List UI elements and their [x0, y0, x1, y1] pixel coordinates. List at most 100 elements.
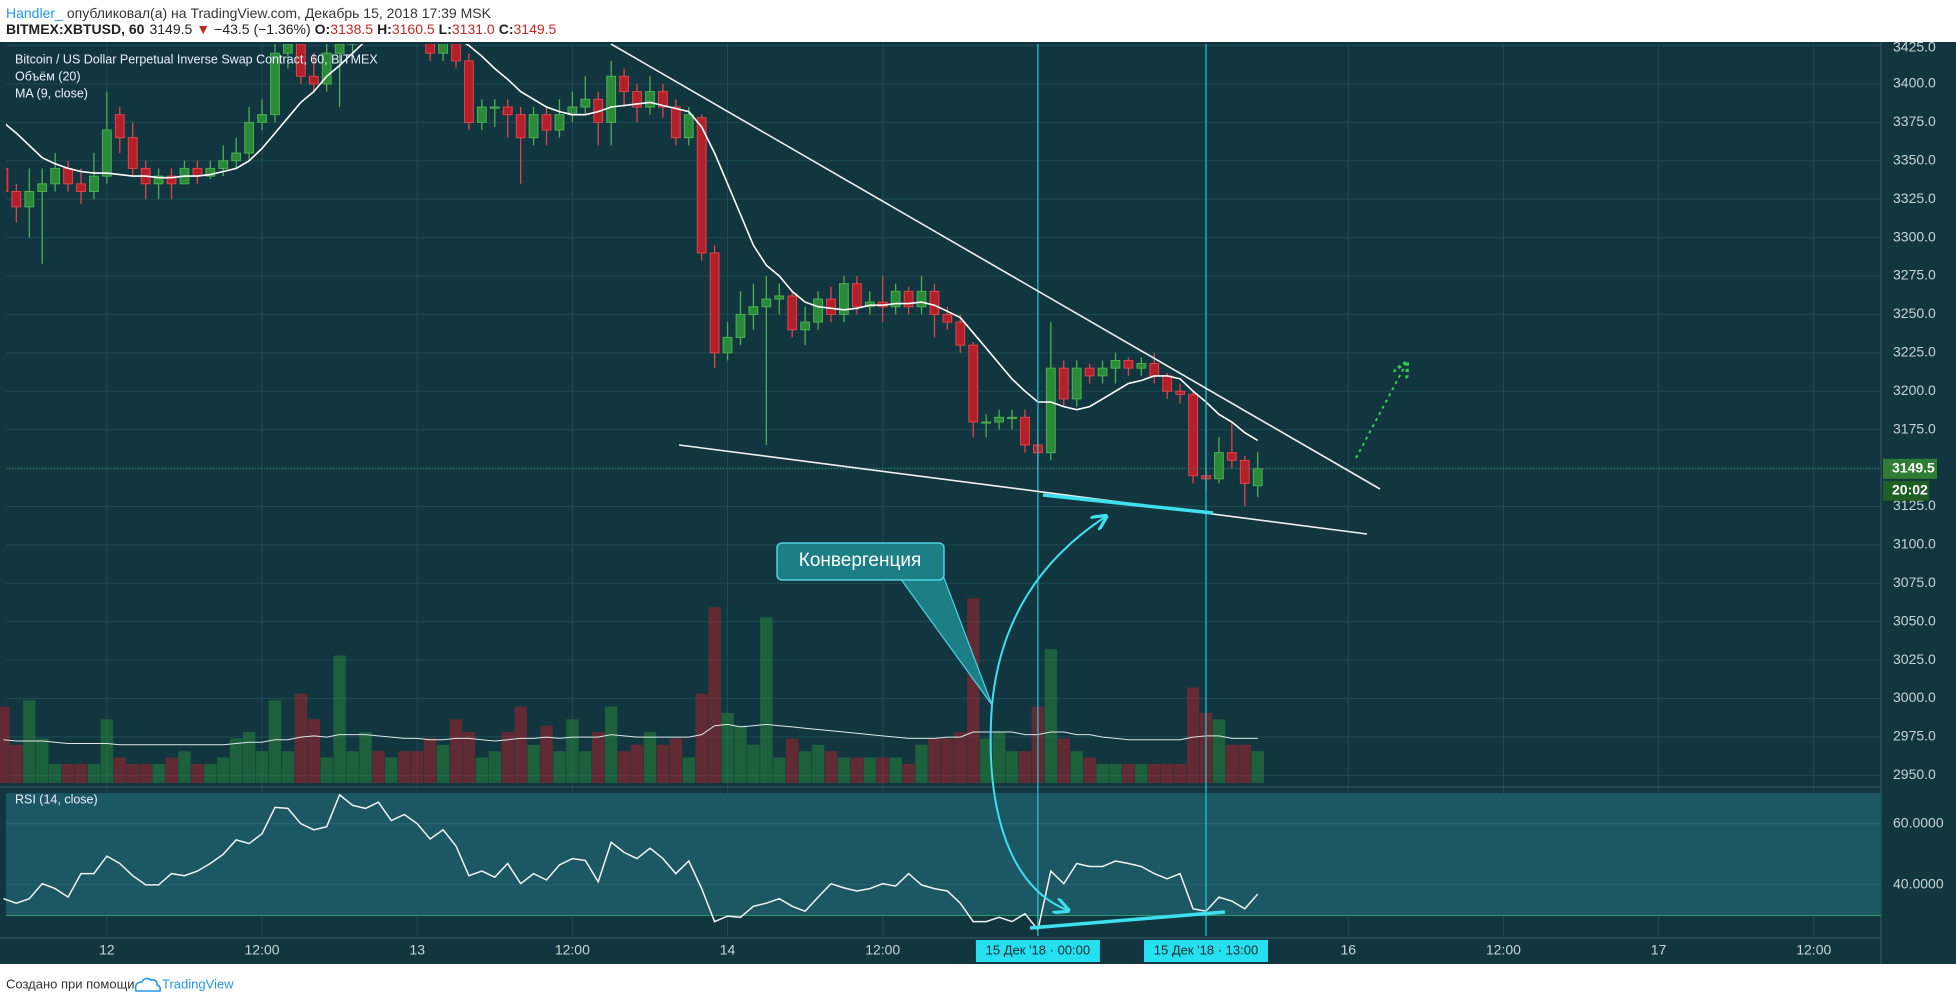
last-price-label: 3149.5: [1892, 460, 1935, 476]
candle-body: [916, 290, 927, 308]
volume-bar: [204, 763, 217, 783]
y-tick-label: 40.0000: [1893, 876, 1944, 892]
x-tick-label: 14: [720, 942, 736, 958]
candle-body: [774, 295, 785, 300]
ma-line: [6, 44, 1259, 442]
marker-label: 15 Дек '18 · 13:00: [1154, 942, 1258, 957]
volume-bar: [1018, 751, 1032, 783]
volume-bar: [488, 751, 501, 783]
volume-bar: [449, 719, 463, 783]
volume-bar: [1122, 763, 1135, 783]
volume-bar: [1005, 751, 1019, 783]
candle-body: [244, 121, 254, 154]
volume-bar: [1186, 687, 1200, 783]
candle-body: [1071, 367, 1082, 400]
volume-bar: [1070, 751, 1083, 783]
candle-body: [1020, 416, 1030, 446]
y-tick-label: 3000.0: [1893, 689, 1936, 705]
volume-bar: [281, 751, 295, 783]
volume-bar: [876, 757, 889, 783]
candle-body: [127, 137, 138, 169]
volume-bar: [255, 751, 269, 783]
y-tick-label: 60.0000: [1893, 814, 1944, 830]
volume-bar: [592, 732, 605, 783]
volume-bar: [0, 706, 10, 783]
c-label: C:: [499, 21, 514, 37]
chart-title: Bitcoin / US Dollar Perpetual Inverse Sw…: [15, 52, 378, 66]
candle-body: [645, 91, 655, 108]
volume-bar: [320, 757, 333, 783]
logo-icon: [134, 977, 161, 992]
candle-body: [1110, 359, 1121, 369]
volume-bar: [113, 757, 126, 783]
legend-volume: Объём (20): [15, 69, 81, 83]
volume-bar: [850, 757, 864, 783]
volume-bar: [566, 719, 579, 783]
candle-body: [166, 175, 177, 185]
volume-bar: [61, 763, 75, 783]
volume-bar: [928, 738, 941, 783]
y-tick-label: 3425.0: [1893, 39, 1936, 55]
volume-bar: [372, 751, 385, 783]
callout-box: [776, 542, 945, 581]
y-tick-label: 3100.0: [1893, 536, 1936, 552]
volume-bar: [902, 763, 915, 783]
volume-bar: [967, 598, 980, 783]
y-tick-label: 3300.0: [1893, 228, 1936, 244]
change: −43.5 (−1.36%): [214, 21, 311, 37]
volume-bar: [87, 763, 101, 783]
candle-body: [502, 106, 513, 116]
candle-body: [1097, 367, 1108, 377]
candle-body: [839, 283, 849, 315]
volume-bar: [630, 744, 644, 783]
volume-bar: [501, 732, 514, 783]
candle-body: [955, 321, 966, 346]
volume-bar: [152, 763, 165, 783]
volume-bar: [786, 738, 799, 783]
volume-bar: [74, 763, 88, 783]
volume-bar: [165, 757, 178, 783]
y-tick-label: 2950.0: [1893, 766, 1936, 782]
volume-bar: [436, 744, 450, 783]
volume-bar: [217, 757, 230, 783]
volume-bar: [307, 719, 320, 783]
volume-bar: [915, 744, 928, 783]
countdown-box: [1883, 480, 1929, 501]
volume-bar: [1083, 757, 1096, 783]
candle-body: [1252, 468, 1263, 487]
y-tick-label: 3225.0: [1893, 344, 1936, 360]
volume-bar: [747, 744, 760, 783]
volume-bar: [268, 700, 282, 783]
volume-bar: [294, 693, 308, 783]
volume-bar: [811, 744, 825, 783]
volume-bar: [1148, 763, 1161, 783]
candle-body: [735, 313, 746, 338]
rsi-line: [3, 793, 1259, 932]
candle-body: [787, 295, 798, 331]
candle-body: [205, 167, 216, 177]
candle-body: [257, 114, 267, 123]
volume-bar: [1109, 763, 1122, 783]
volume-bar: [411, 751, 424, 783]
legend-ma: MA (9, close): [15, 86, 88, 100]
header-line: Handler_ опубликовал(а) на TradingView.co…: [6, 5, 492, 21]
volume-bar: [979, 738, 993, 783]
candle-body: [528, 114, 539, 139]
candle-body: [308, 75, 319, 85]
trend-line: [678, 444, 1368, 535]
candle-body: [11, 190, 22, 208]
candle-body: [451, 44, 461, 62]
volume-bar: [10, 744, 23, 783]
candle-body: [929, 290, 940, 315]
divergence-line: [1029, 910, 1226, 930]
footer-text: Создано при помощи: [6, 976, 135, 991]
marker-box: [1144, 940, 1268, 962]
volume-ma-line: [3, 723, 1258, 746]
volume-bar: [423, 738, 437, 783]
volume-bar: [798, 751, 812, 783]
candle-body: [722, 336, 733, 354]
symbol-line: BITMEX:XBTUSD, 60 3149.5 ▼ −43.5 (−1.36%) O:…: [6, 21, 557, 37]
candle-body: [619, 75, 630, 93]
rsi-band: [6, 793, 1881, 916]
